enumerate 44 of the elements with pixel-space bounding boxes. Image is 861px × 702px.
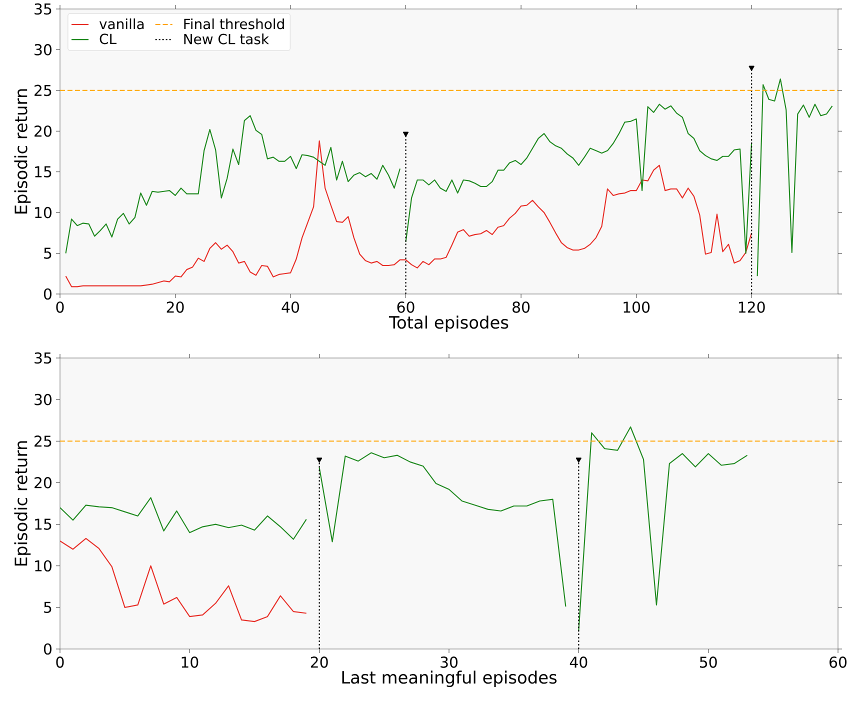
y-tick-label: 30 xyxy=(34,394,52,406)
y-tick-label: 15 xyxy=(35,166,52,178)
x-tick-label: 20 xyxy=(310,656,328,668)
legend-label: Final threshold xyxy=(184,18,284,30)
y-tick-label: 25 xyxy=(34,435,52,447)
y-tick-label: 25 xyxy=(34,84,52,96)
y-tick-label: 10 xyxy=(35,206,52,218)
y-tick-label: 20 xyxy=(34,477,52,488)
y-tick-label: 0 xyxy=(44,643,52,655)
x-axis-title: Last meaningful episodes xyxy=(342,670,557,688)
x-tick-label: 40 xyxy=(570,656,588,668)
y-tick-label: 10 xyxy=(35,560,52,572)
legend-label: New CL task xyxy=(184,34,269,44)
x-tick-label: 20 xyxy=(166,302,184,313)
y-tick-label: 35 xyxy=(34,352,52,364)
x-tick-label: 10 xyxy=(182,656,198,668)
y-axis-title: Episodic return xyxy=(14,89,31,214)
x-tick-label: 80 xyxy=(512,302,530,313)
y-tick-label: 5 xyxy=(44,602,52,613)
x-tick-label: 120 xyxy=(738,302,765,313)
line-series xyxy=(60,497,307,540)
line-series xyxy=(318,452,566,608)
legend-label: vanilla xyxy=(99,18,144,30)
y-tick-label: 20 xyxy=(34,125,52,137)
x-tick-label: 0 xyxy=(56,302,64,313)
x-tick-label: 100 xyxy=(624,302,650,313)
line-series xyxy=(578,426,748,632)
y-tick-label: 35 xyxy=(34,3,52,15)
y-axis-title: Episodic return xyxy=(14,441,31,566)
x-tick-label: 40 xyxy=(282,302,300,313)
y-tick-label: 15 xyxy=(35,518,52,530)
x-tick-label: 60 xyxy=(830,656,847,668)
line-series xyxy=(60,538,307,622)
x-tick-label: 60 xyxy=(397,302,414,313)
line-series xyxy=(756,78,833,277)
line-series xyxy=(405,104,752,254)
y-tick-label: 0 xyxy=(44,288,52,300)
y-tick-label: 30 xyxy=(34,44,52,56)
x-tick-label: 0 xyxy=(56,656,64,668)
y-tick-label: 5 xyxy=(44,248,52,259)
x-tick-label: 30 xyxy=(440,656,458,668)
x-axis-title: Total episodes xyxy=(388,316,508,332)
x-tick-label: 50 xyxy=(700,656,717,668)
legend-label: CL xyxy=(100,34,116,44)
